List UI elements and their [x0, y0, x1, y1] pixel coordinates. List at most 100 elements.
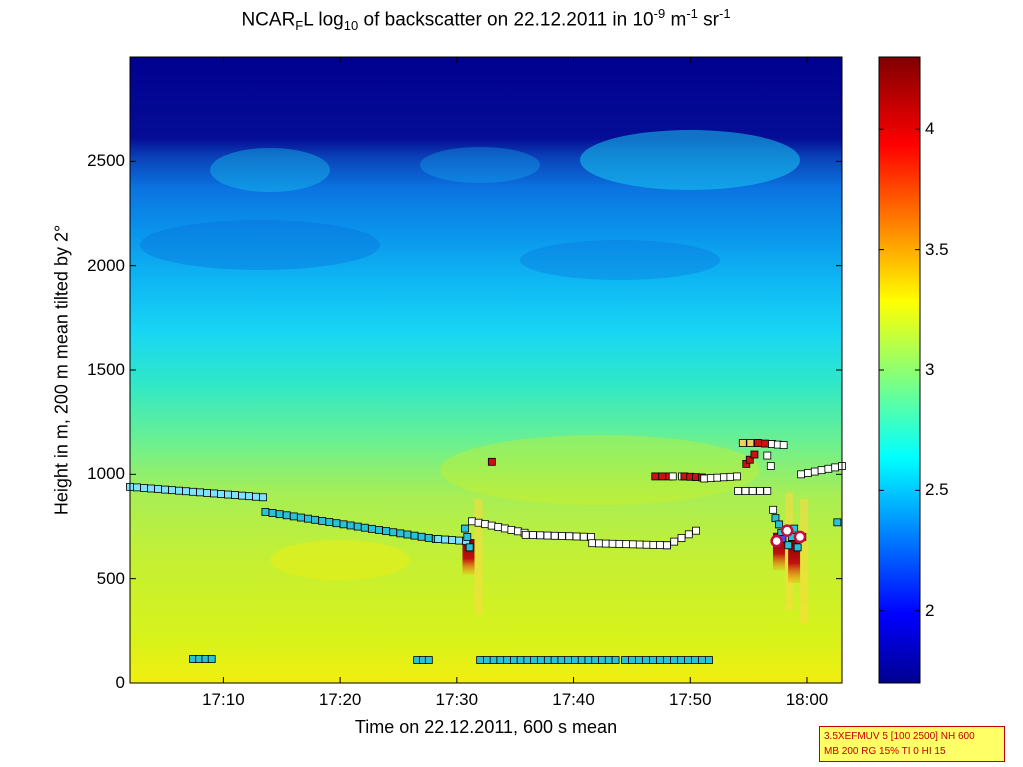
- layer-marker: [578, 657, 585, 664]
- layer-marker: [155, 486, 162, 493]
- hotspot-halo: [474, 499, 482, 614]
- layer-marker: [714, 474, 721, 481]
- layer-marker: [517, 657, 524, 664]
- layer-marker: [260, 494, 267, 501]
- layer-marker: [657, 542, 664, 549]
- circle-marker: [795, 532, 805, 542]
- layer-marker: [537, 657, 544, 664]
- x-tick-label: 17:40: [552, 690, 595, 710]
- layer-marker: [283, 512, 290, 519]
- layer-marker: [602, 540, 609, 547]
- layer-marker: [376, 526, 383, 533]
- colorbar-tick-label: 4: [925, 119, 934, 139]
- hotspot-halo: [800, 499, 808, 623]
- layer-marker: [698, 657, 705, 664]
- layer-marker: [558, 657, 565, 664]
- layer-marker: [418, 533, 425, 540]
- layer-marker: [754, 440, 761, 447]
- layer-marker: [411, 532, 418, 539]
- layer-marker: [354, 523, 361, 530]
- colorbar-tick-label: 3: [925, 360, 934, 380]
- layer-marker: [390, 529, 397, 536]
- x-tick-label: 17:20: [319, 690, 362, 710]
- layer-marker: [425, 534, 432, 541]
- layer-marker: [290, 513, 297, 520]
- layer-marker: [659, 473, 666, 480]
- layer-marker: [204, 489, 211, 496]
- layer-marker: [197, 489, 204, 496]
- layer-marker: [262, 508, 269, 515]
- heatmap-feature: [210, 148, 330, 192]
- layer-marker: [347, 522, 354, 529]
- layer-marker: [669, 473, 676, 480]
- layer-marker: [798, 471, 805, 478]
- layer-marker: [749, 488, 756, 495]
- layer-marker: [404, 531, 411, 538]
- colorbar-tick-label: 2.5: [925, 480, 949, 500]
- layer-marker: [456, 537, 463, 544]
- y-tick-label: 2500: [87, 151, 125, 171]
- layer-marker: [183, 488, 190, 495]
- scatter-marker: [464, 533, 471, 540]
- info-line-2: MB 200 RG 15% TI 0 HI 15: [824, 744, 1000, 759]
- layer-marker: [361, 524, 368, 531]
- x-tick-label: 17:50: [669, 690, 712, 710]
- scatter-marker: [770, 506, 777, 513]
- layer-marker: [504, 657, 511, 664]
- layer-marker: [642, 657, 649, 664]
- layer-marker: [636, 541, 643, 548]
- layer-marker: [326, 519, 333, 526]
- layer-marker: [623, 541, 630, 548]
- layer-marker: [333, 520, 340, 527]
- y-tick-label: 0: [116, 673, 125, 693]
- layer-marker: [435, 536, 442, 543]
- layer-marker: [609, 540, 616, 547]
- layer-marker: [529, 532, 536, 539]
- layer-marker: [497, 657, 504, 664]
- layer-marker: [825, 465, 832, 472]
- layer-marker: [804, 469, 811, 476]
- layer-marker: [482, 521, 489, 528]
- layer-marker: [735, 488, 742, 495]
- layer-marker: [566, 533, 573, 540]
- layer-marker: [501, 525, 508, 532]
- heatmap-feature: [440, 435, 760, 505]
- layer-marker: [475, 519, 482, 526]
- layer-marker: [269, 510, 276, 517]
- layer-marker: [764, 488, 771, 495]
- layer-marker: [701, 475, 708, 482]
- layer-marker: [780, 442, 787, 449]
- layer-marker: [477, 657, 484, 664]
- scatter-marker: [488, 458, 495, 465]
- layer-marker: [811, 468, 818, 475]
- scatter-marker: [764, 452, 771, 459]
- layer-marker: [449, 537, 456, 544]
- heatmap-feature: [140, 220, 380, 270]
- scatter-marker: [775, 521, 782, 528]
- layer-marker: [616, 540, 623, 547]
- layer-marker: [629, 541, 636, 548]
- layer-marker: [818, 467, 825, 474]
- layer-marker: [305, 515, 312, 522]
- layer-marker: [148, 485, 155, 492]
- layer-marker: [663, 542, 670, 549]
- layer-marker: [635, 657, 642, 664]
- layer-marker: [727, 473, 734, 480]
- layer-marker: [739, 440, 746, 447]
- layer-marker: [544, 532, 551, 539]
- y-tick-label: 1000: [87, 464, 125, 484]
- layer-marker: [551, 657, 558, 664]
- layer-marker: [176, 487, 183, 494]
- layer-marker: [483, 657, 490, 664]
- colorbar-tick-label: 2: [925, 601, 934, 621]
- layer-marker: [643, 541, 650, 548]
- layer-marker: [510, 657, 517, 664]
- layer-marker: [253, 493, 260, 500]
- layer-marker: [319, 517, 326, 524]
- scatter-marker: [767, 462, 774, 469]
- layer-marker: [589, 540, 596, 547]
- circle-marker: [772, 536, 782, 546]
- layer-marker: [670, 657, 677, 664]
- x-axis-label: Time on 22.12.2011, 600 s mean: [130, 717, 842, 738]
- layer-marker: [685, 531, 692, 538]
